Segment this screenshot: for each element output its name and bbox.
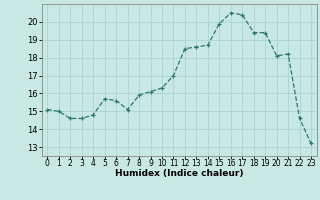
X-axis label: Humidex (Indice chaleur): Humidex (Indice chaleur) (115, 169, 244, 178)
